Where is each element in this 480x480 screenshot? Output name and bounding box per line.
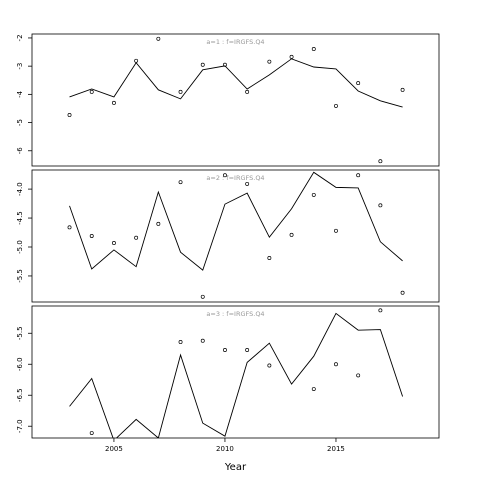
- data-point: [400, 290, 405, 295]
- y-tick-label: -6.5: [16, 388, 24, 402]
- data-point: [378, 203, 383, 208]
- y-tick-label: -7.0: [16, 419, 24, 433]
- data-point: [245, 348, 250, 352]
- data-point: [223, 348, 227, 352]
- data-point: [111, 240, 116, 245]
- y-tick-label: -5.5: [16, 326, 24, 340]
- data-point: [311, 192, 316, 197]
- data-line: [69, 171, 403, 271]
- data-point: [356, 373, 361, 378]
- data-point: [111, 100, 116, 105]
- y-tick-label: -5.5: [16, 269, 24, 283]
- data-point: [311, 46, 316, 51]
- data-point: [378, 308, 383, 313]
- data-point: [334, 362, 338, 367]
- data-point: [289, 54, 294, 59]
- x-axis-label: Year: [224, 462, 247, 473]
- data-point: [267, 256, 272, 260]
- data-point: [400, 87, 405, 92]
- data-point: [223, 62, 227, 67]
- data-point: [134, 58, 139, 63]
- y-tick-label: -6.0: [16, 357, 24, 371]
- panel-frame: [31, 305, 440, 439]
- panel-title: a=3 : f=IRGFS.Q4: [206, 310, 264, 318]
- data-point: [356, 173, 361, 178]
- panel-title: a=1 : f=IRGFS.Q4: [206, 38, 264, 46]
- data-point: [67, 225, 72, 230]
- data-point: [311, 387, 316, 391]
- panel-frame: [31, 33, 440, 167]
- y-tick-label: -4.5: [16, 211, 24, 225]
- data-point: [156, 36, 161, 41]
- data-point: [89, 89, 94, 94]
- panel-frame: [31, 169, 440, 303]
- data-point: [356, 81, 361, 86]
- data-point: [67, 112, 72, 117]
- x-tick-label: 2015: [327, 445, 345, 453]
- data-point: [200, 62, 205, 67]
- data-point: [378, 159, 383, 164]
- y-tick-label: -3: [16, 63, 24, 70]
- y-tick-label: -5: [16, 119, 24, 126]
- data-point: [178, 89, 183, 94]
- x-tick-label: 2005: [105, 445, 123, 453]
- data-point: [245, 89, 250, 94]
- y-tick-label: -4: [16, 90, 24, 98]
- data-point: [245, 181, 250, 186]
- data-point: [334, 228, 338, 233]
- x-tick-label: 2010: [216, 445, 234, 453]
- data-point: [178, 180, 183, 185]
- y-tick-label: -6: [16, 147, 24, 155]
- data-point: [134, 235, 139, 240]
- data-point: [223, 173, 227, 178]
- panel-title: a=2 : f=IRGFS.Q4: [206, 174, 264, 182]
- data-point: [267, 363, 272, 368]
- y-tick-label: -5.0: [16, 240, 24, 254]
- data-point: [89, 431, 94, 435]
- data-line: [69, 312, 404, 438]
- y-tick-label: -4.0: [16, 182, 24, 196]
- data-point: [89, 234, 94, 238]
- y-tick-label: -2: [16, 34, 24, 41]
- data-point: [334, 103, 338, 108]
- data-line: [69, 58, 403, 108]
- data-point: [267, 59, 272, 64]
- data-point: [200, 338, 205, 343]
- data-point: [178, 339, 183, 344]
- data-point: [289, 232, 294, 237]
- data-point: [200, 294, 205, 299]
- data-point: [156, 221, 161, 226]
